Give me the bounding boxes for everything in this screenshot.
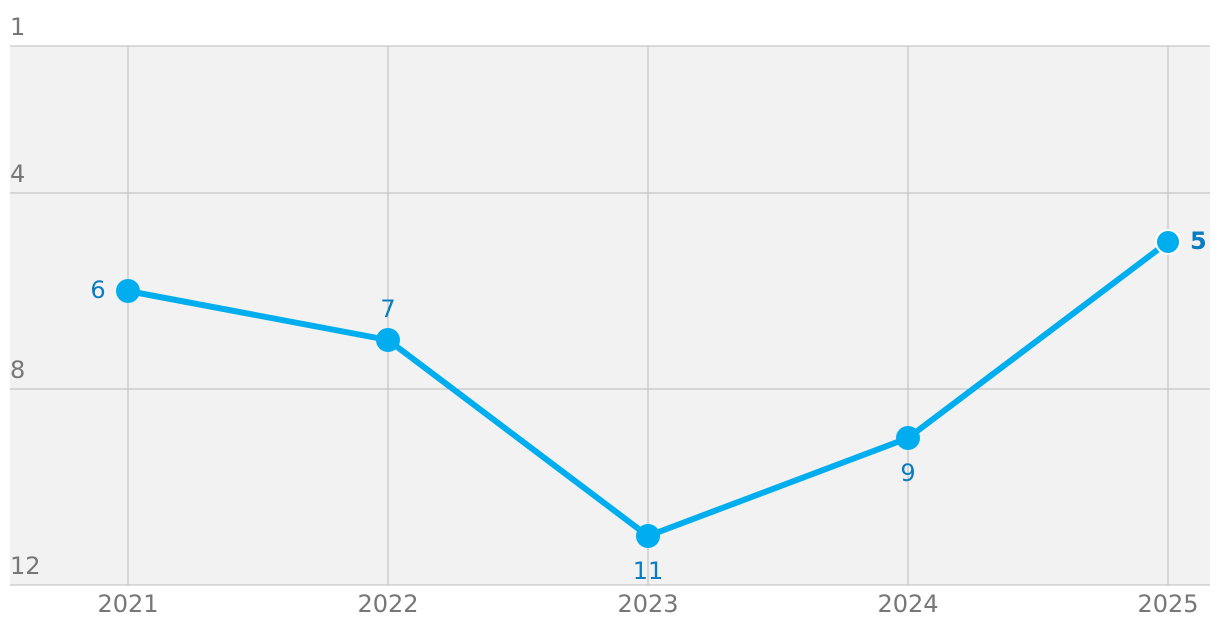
y-tick-label: 1 [10, 13, 25, 41]
point [116, 279, 140, 303]
point [1155, 229, 1181, 255]
x-tick-label: 2025 [1137, 590, 1198, 618]
plot-area [10, 46, 1210, 585]
grid: 1 4 8 12 2021 2022 2023 2024 2025 [10, 13, 1210, 618]
marks: 6 7 11 9 5 [90, 227, 1206, 585]
y-tick-label: 8 [10, 356, 25, 384]
x-tick-label: 2023 [617, 590, 678, 618]
value-label: 6 [90, 276, 105, 304]
value-label: 7 [380, 295, 395, 323]
y-tick-label: 4 [10, 160, 25, 188]
x-tick-label: 2021 [97, 590, 158, 618]
value-label: 9 [900, 459, 915, 487]
point [376, 328, 400, 352]
value-label: 11 [633, 557, 664, 585]
x-tick-label: 2024 [877, 590, 938, 618]
point [636, 524, 660, 548]
value-label: 5 [1190, 227, 1207, 255]
y-tick-label: 12 [10, 552, 41, 580]
point [896, 426, 920, 450]
x-tick-label: 2022 [357, 590, 418, 618]
